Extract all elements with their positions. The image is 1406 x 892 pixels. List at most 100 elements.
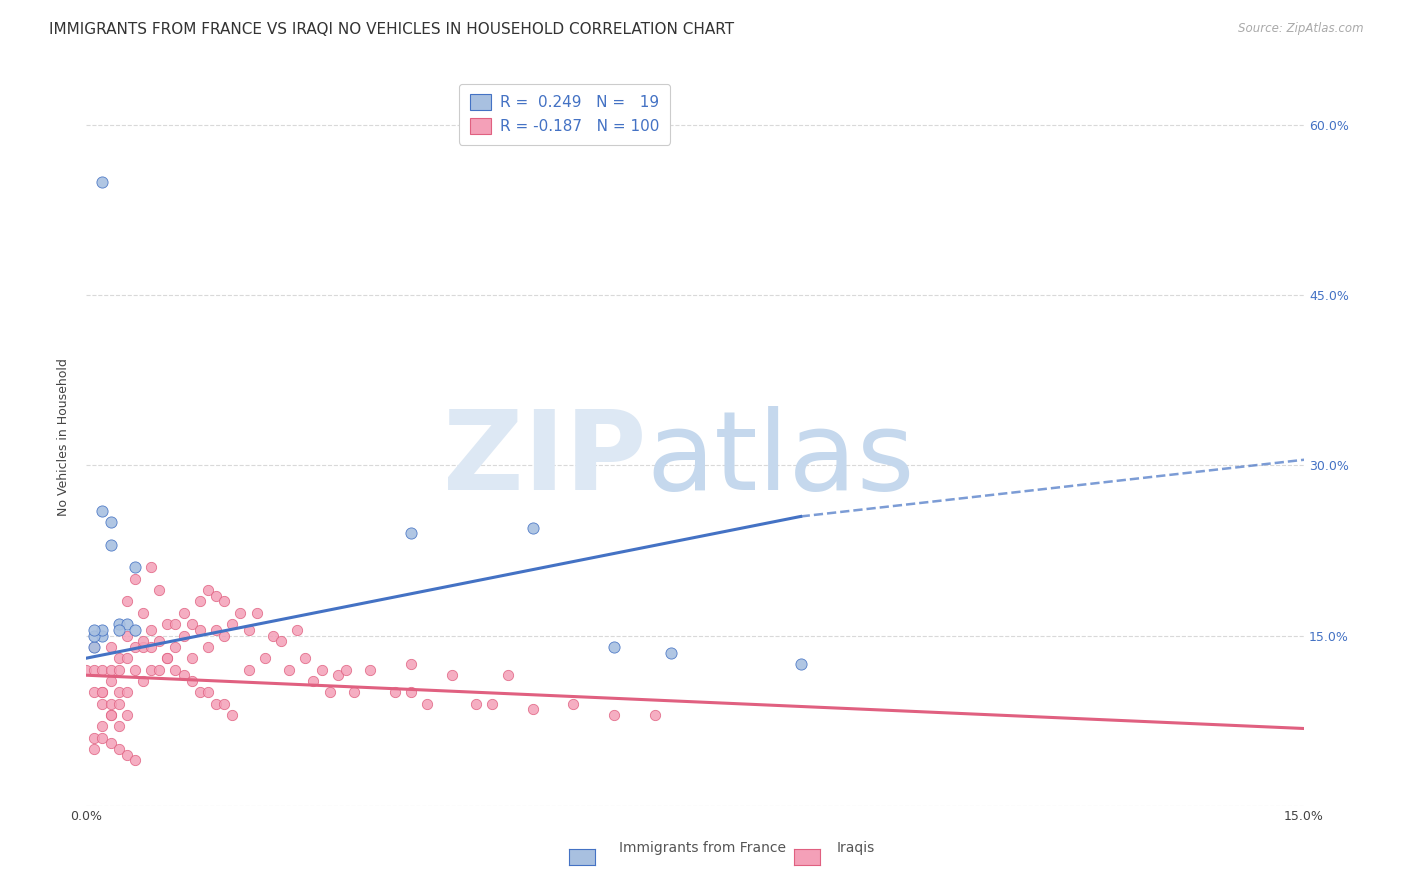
- Legend: R =  0.249   N =   19, R = -0.187   N = 100: R = 0.249 N = 19, R = -0.187 N = 100: [460, 84, 671, 145]
- Point: [326, 668, 349, 682]
- Point: [132, 606, 155, 620]
- Point: [148, 634, 170, 648]
- Point: [83, 640, 105, 654]
- Text: Immigrants from France: Immigrants from France: [619, 840, 786, 855]
- Point: [107, 663, 129, 677]
- Point: [83, 742, 105, 756]
- Point: [107, 617, 129, 632]
- Point: [173, 668, 195, 682]
- Point: [197, 583, 219, 598]
- Point: [343, 685, 366, 699]
- Point: [311, 663, 333, 677]
- Point: [83, 685, 105, 699]
- Point: [173, 606, 195, 620]
- Text: atlas: atlas: [647, 406, 915, 513]
- Point: [107, 685, 129, 699]
- Point: [262, 628, 284, 642]
- Point: [165, 640, 187, 654]
- Point: [156, 617, 179, 632]
- Point: [132, 640, 155, 654]
- Point: [789, 657, 811, 671]
- Point: [221, 707, 243, 722]
- Point: [302, 673, 325, 688]
- Point: [399, 657, 422, 671]
- Point: [124, 560, 146, 574]
- Point: [188, 594, 211, 608]
- Point: [115, 651, 138, 665]
- Point: [165, 617, 187, 632]
- Point: [91, 623, 114, 637]
- Point: [205, 697, 228, 711]
- Point: [91, 719, 114, 733]
- Point: [107, 742, 129, 756]
- Point: [139, 640, 162, 654]
- Point: [197, 640, 219, 654]
- Text: Source: ZipAtlas.com: Source: ZipAtlas.com: [1239, 22, 1364, 36]
- Point: [221, 617, 243, 632]
- Text: IMMIGRANTS FROM FRANCE VS IRAQI NO VEHICLES IN HOUSEHOLD CORRELATION CHART: IMMIGRANTS FROM FRANCE VS IRAQI NO VEHIC…: [49, 22, 734, 37]
- Point: [115, 685, 138, 699]
- Point: [124, 753, 146, 767]
- Point: [83, 663, 105, 677]
- Point: [100, 515, 122, 529]
- Point: [132, 673, 155, 688]
- Point: [644, 707, 666, 722]
- Text: ZIP: ZIP: [443, 406, 647, 513]
- Point: [91, 663, 114, 677]
- Point: [659, 646, 682, 660]
- Point: [91, 175, 114, 189]
- Point: [100, 538, 122, 552]
- Point: [124, 663, 146, 677]
- Point: [91, 731, 114, 745]
- Point: [188, 623, 211, 637]
- Point: [498, 668, 520, 682]
- Point: [107, 651, 129, 665]
- Point: [115, 617, 138, 632]
- Point: [100, 640, 122, 654]
- Point: [246, 606, 269, 620]
- Y-axis label: No Vehicles in Household: No Vehicles in Household: [58, 358, 70, 516]
- Point: [83, 731, 105, 745]
- Point: [205, 623, 228, 637]
- Point: [180, 673, 202, 688]
- Point: [180, 651, 202, 665]
- Point: [156, 651, 179, 665]
- Point: [132, 634, 155, 648]
- Point: [238, 663, 260, 677]
- Point: [253, 651, 276, 665]
- Point: [83, 628, 105, 642]
- Point: [165, 663, 187, 677]
- Point: [180, 617, 202, 632]
- Point: [399, 685, 422, 699]
- Point: [139, 663, 162, 677]
- Point: [278, 663, 301, 677]
- Point: [238, 623, 260, 637]
- Point: [124, 572, 146, 586]
- Point: [335, 663, 357, 677]
- Point: [115, 594, 138, 608]
- Point: [603, 707, 626, 722]
- Point: [107, 697, 129, 711]
- Point: [148, 583, 170, 598]
- Point: [205, 589, 228, 603]
- Point: [100, 663, 122, 677]
- Point: [464, 697, 486, 711]
- Point: [319, 685, 342, 699]
- Point: [91, 504, 114, 518]
- Point: [91, 685, 114, 699]
- Point: [91, 685, 114, 699]
- Point: [100, 707, 122, 722]
- Point: [173, 628, 195, 642]
- Point: [522, 521, 544, 535]
- Point: [440, 668, 463, 682]
- Point: [107, 719, 129, 733]
- Point: [100, 673, 122, 688]
- Point: [115, 747, 138, 762]
- Point: [139, 623, 162, 637]
- Point: [139, 560, 162, 574]
- Point: [481, 697, 503, 711]
- Point: [115, 628, 138, 642]
- Point: [148, 663, 170, 677]
- Point: [91, 697, 114, 711]
- Point: [285, 623, 308, 637]
